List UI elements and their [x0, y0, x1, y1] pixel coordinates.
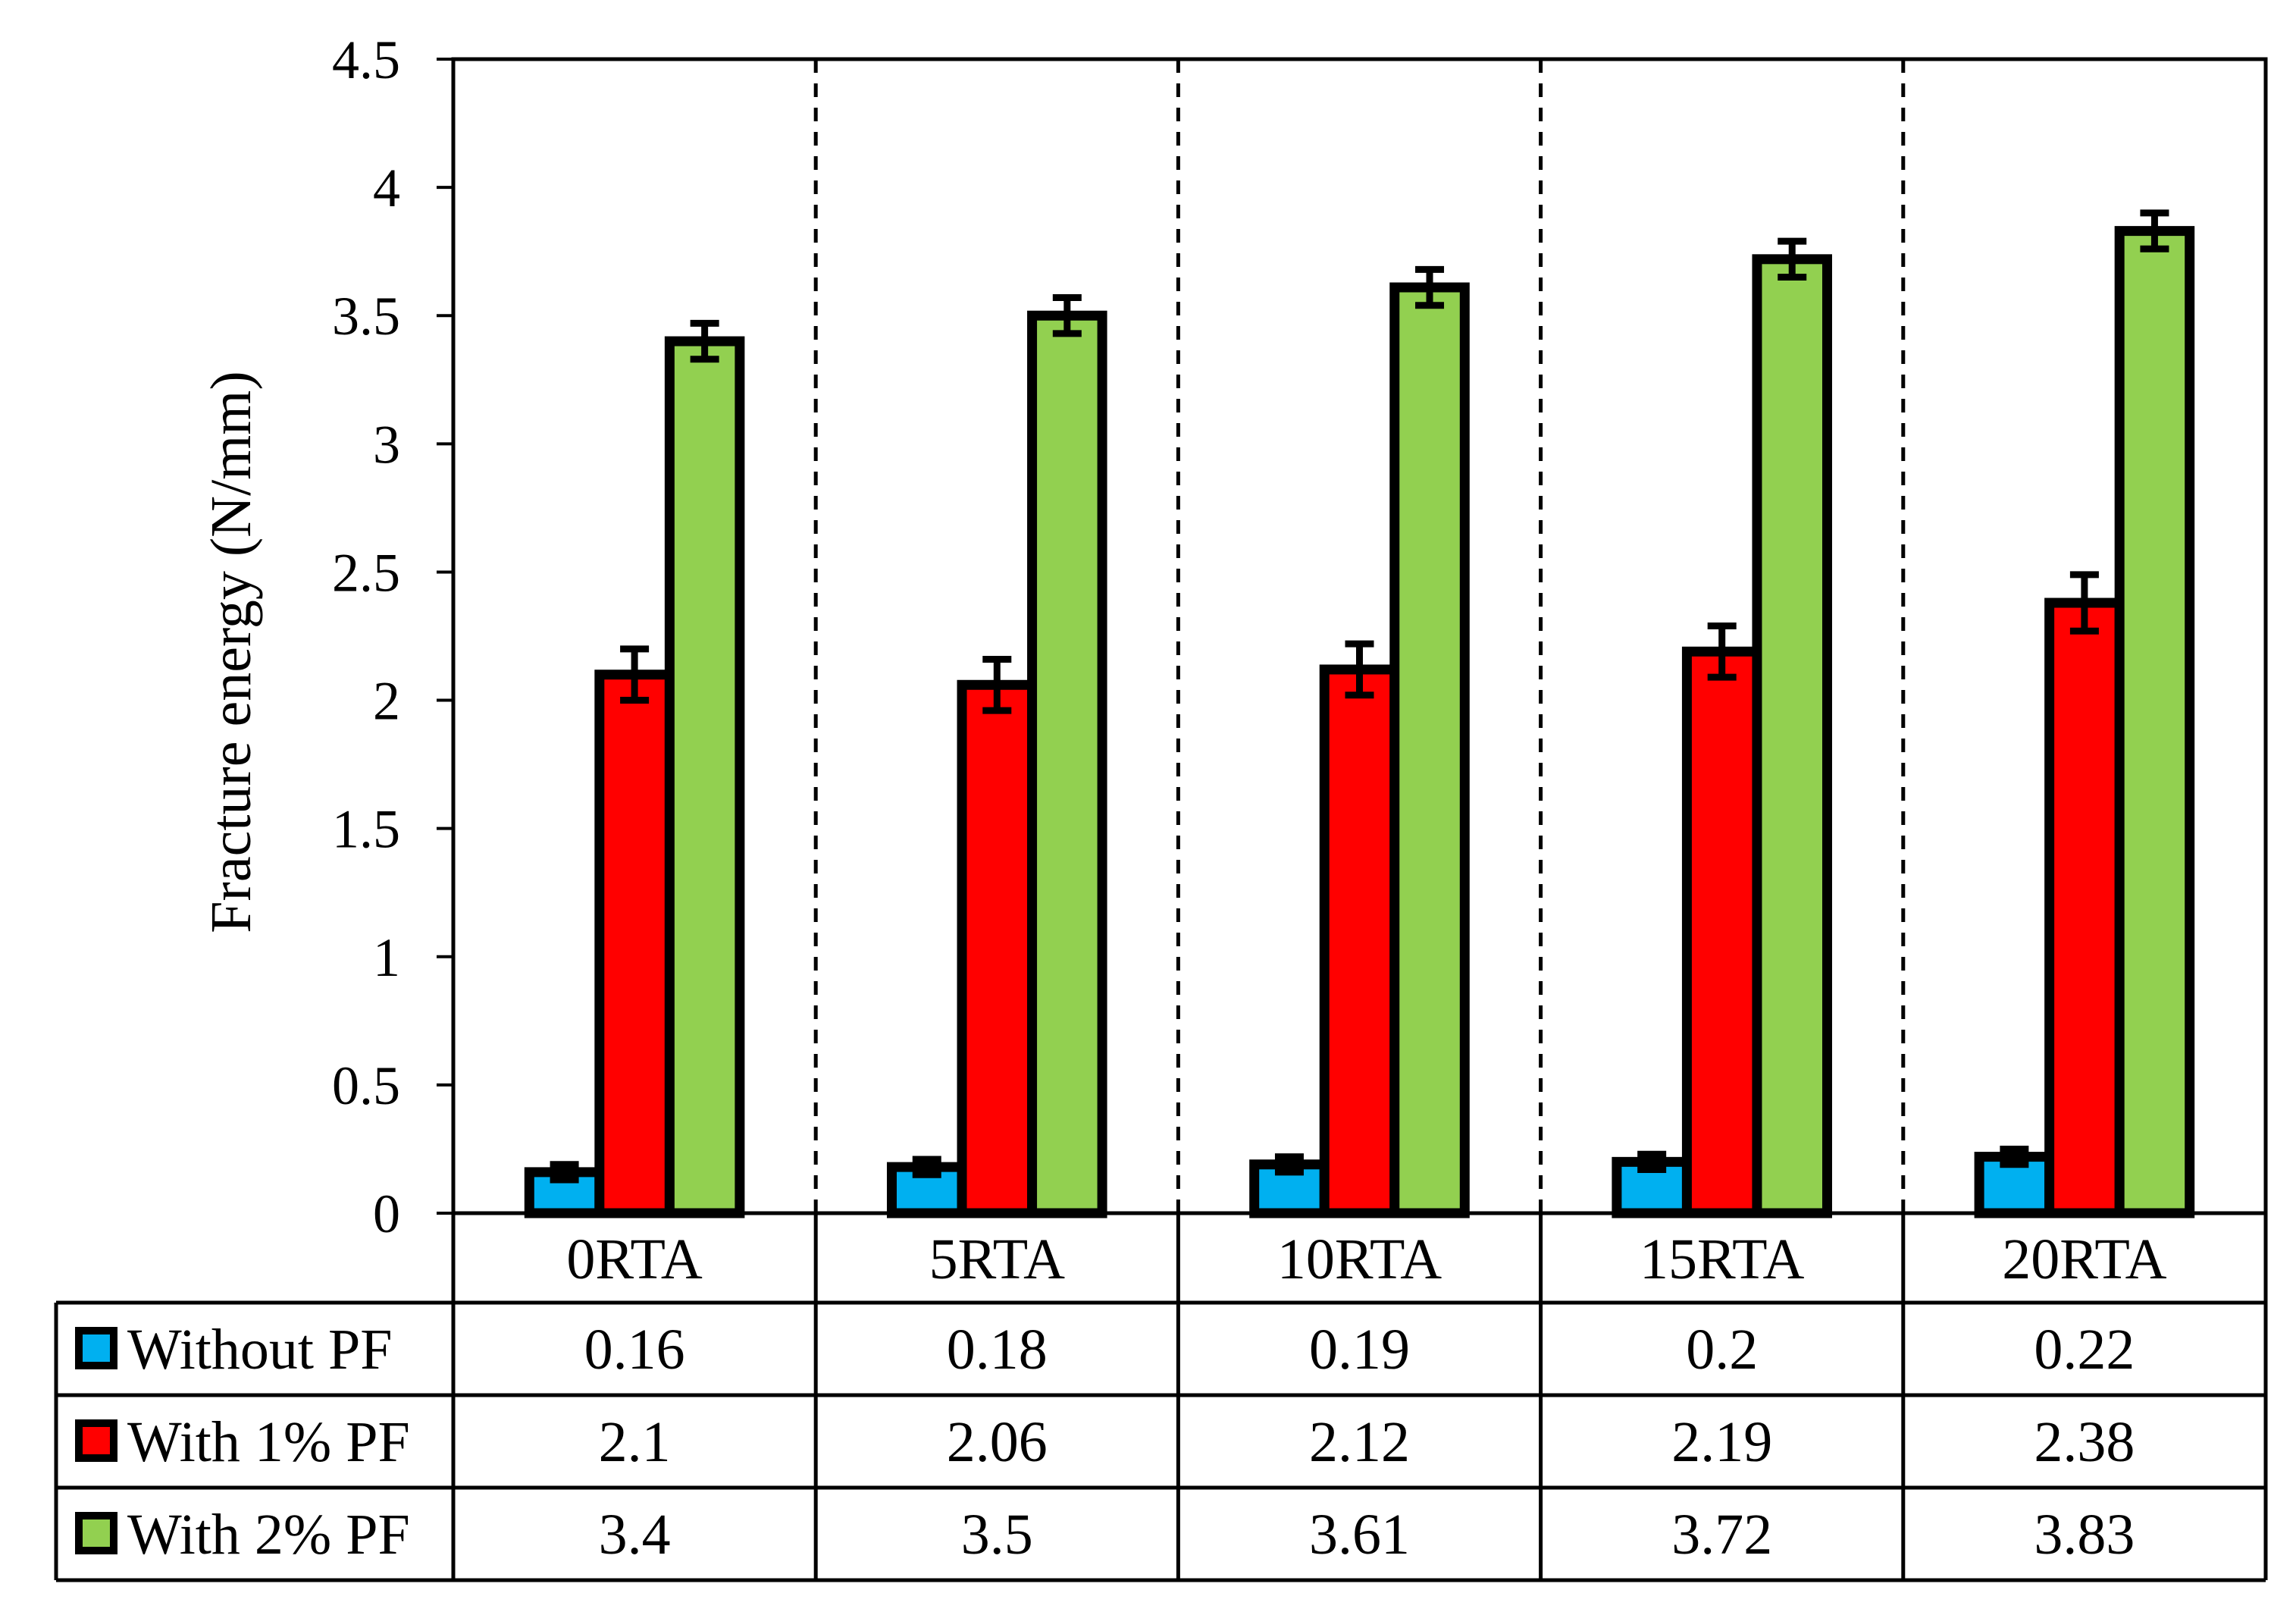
legend-label: With 1% PF: [127, 1410, 410, 1474]
y-tick-label: 1: [373, 927, 400, 988]
y-axis: 0 0.5 1 1.5 2 2.5 3 3.5 4 4.5: [332, 30, 453, 1244]
legend-label: With 2% PF: [127, 1503, 410, 1567]
bar-with-1-pf-5rta: [957, 679, 1038, 1218]
y-tick-label: 4.5: [332, 30, 400, 90]
y-tick-label: 0.5: [332, 1055, 400, 1116]
legend-key-without-pf: [75, 1327, 117, 1369]
bar-with-2-pf-20rta: [2114, 226, 2195, 1218]
table-value: 2.38: [2034, 1410, 2135, 1474]
table-value: 3.83: [2034, 1503, 2135, 1567]
category-label: 20RTA: [2002, 1228, 2166, 1291]
table-value: 3.4: [599, 1503, 671, 1567]
y-tick-label: 2: [373, 671, 400, 732]
bar-with-1-pf-0rta: [594, 670, 675, 1218]
category-label: 15RTA: [1640, 1228, 1804, 1291]
y-axis-label: Fracture energy (N/mm): [199, 371, 263, 933]
bar-with-1-pf-20rta: [2044, 597, 2125, 1218]
bar-with-2-pf-10rta: [1389, 282, 1470, 1218]
legend-key-with-1-pf: [75, 1419, 117, 1462]
y-tick-label: 3.5: [332, 286, 400, 347]
table-value: 3.61: [1309, 1503, 1410, 1567]
legend-key-with-2-pf: [75, 1512, 117, 1554]
table-value: 2.1: [599, 1410, 671, 1474]
y-tick-label: 4: [373, 158, 400, 218]
table-value: 3.5: [961, 1503, 1033, 1567]
table-value: 0.22: [2034, 1318, 2135, 1381]
y-tick-label: 1.5: [332, 799, 400, 860]
bar-with-2-pf-0rta: [664, 336, 745, 1218]
y-tick-label: 2.5: [332, 542, 400, 603]
bar-with-2-pf-15rta: [1752, 254, 1832, 1218]
y-tick-label: 0: [373, 1184, 400, 1244]
table-value: 2.19: [1671, 1410, 1772, 1474]
table-value: 3.72: [1671, 1503, 1772, 1567]
legend-label: Without PF: [127, 1318, 393, 1381]
category-label: 0RTA: [566, 1228, 702, 1291]
table-value: 0.2: [1686, 1318, 1758, 1381]
error-bars: [550, 209, 2169, 1184]
data-table: 0RTA 5RTA 10RTA 15RTA 20RTA Without PF 0.16 0.1…: [54, 1211, 2268, 1582]
bar-with-2-pf-5rta: [1027, 310, 1107, 1218]
table-value: 0.19: [1309, 1318, 1410, 1381]
category-label: 5RTA: [929, 1228, 1065, 1291]
table-value: 2.06: [947, 1410, 1048, 1474]
category-label: 10RTA: [1277, 1228, 1442, 1291]
table-value: 0.16: [584, 1318, 685, 1381]
y-tick-label: 3: [373, 414, 400, 475]
bars: [524, 226, 2195, 1218]
bar-with-1-pf-10rta: [1319, 664, 1400, 1218]
table-value: 2.12: [1309, 1410, 1410, 1474]
bar-with-1-pf-15rta: [1681, 646, 1762, 1218]
table-value: 0.18: [947, 1318, 1048, 1381]
